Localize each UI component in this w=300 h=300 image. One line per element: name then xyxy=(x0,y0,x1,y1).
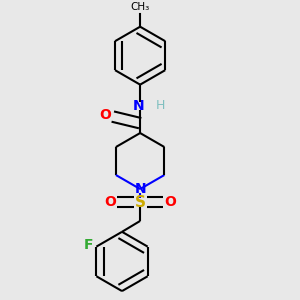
Text: N: N xyxy=(133,99,144,113)
Text: F: F xyxy=(83,238,93,252)
Text: O: O xyxy=(100,108,112,122)
Text: H: H xyxy=(156,99,165,112)
Text: O: O xyxy=(164,195,176,209)
Text: O: O xyxy=(105,195,116,209)
Text: S: S xyxy=(135,195,146,210)
Text: CH₃: CH₃ xyxy=(130,2,150,12)
Text: N: N xyxy=(134,182,146,196)
